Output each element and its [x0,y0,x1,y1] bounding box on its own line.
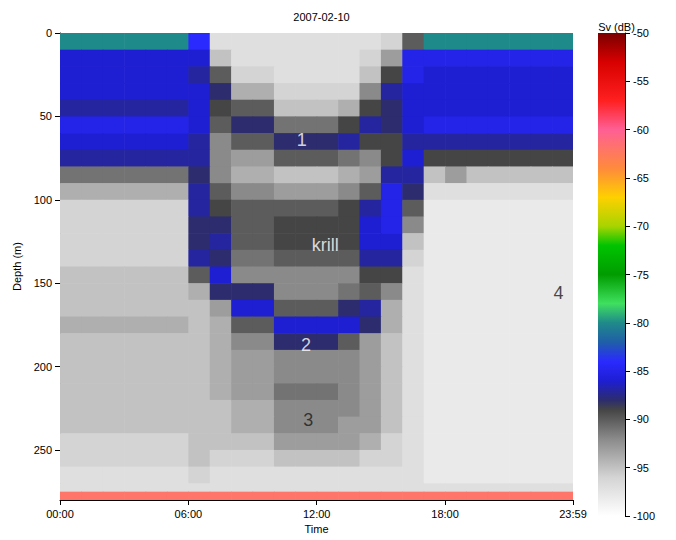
svg-text:-75: -75 [633,269,649,281]
svg-text:Time: Time [304,523,328,535]
svg-text:krill: krill [312,235,339,255]
svg-text:4: 4 [553,283,563,303]
svg-text:23:59: 23:59 [559,508,587,520]
svg-text:250: 250 [34,444,52,456]
svg-text:200: 200 [34,361,52,373]
svg-text:0: 0 [46,27,52,39]
svg-text:-80: -80 [633,317,649,329]
svg-text:-65: -65 [633,172,649,184]
svg-text:-55: -55 [633,75,649,87]
svg-text:3: 3 [303,410,313,430]
svg-text:1: 1 [297,130,307,150]
svg-text:2: 2 [301,335,311,355]
svg-text:-90: -90 [633,413,649,425]
svg-text:Depth (m): Depth (m) [11,242,23,291]
svg-text:00:00: 00:00 [46,508,74,520]
svg-text:18:00: 18:00 [431,508,459,520]
svg-text:12:00: 12:00 [303,508,331,520]
svg-text:-50: -50 [633,27,649,39]
svg-text:-70: -70 [633,220,649,232]
svg-text:2007-02-10: 2007-02-10 [293,11,349,23]
svg-text:06:00: 06:00 [175,508,203,520]
svg-text:50: 50 [40,110,52,122]
svg-text:100: 100 [34,194,52,206]
svg-text:-85: -85 [633,365,649,377]
svg-text:-100: -100 [633,510,655,522]
svg-text:150: 150 [34,277,52,289]
svg-text:Sv (dB): Sv (dB) [598,21,635,33]
svg-text:-60: -60 [633,124,649,136]
svg-text:-95: -95 [633,462,649,474]
